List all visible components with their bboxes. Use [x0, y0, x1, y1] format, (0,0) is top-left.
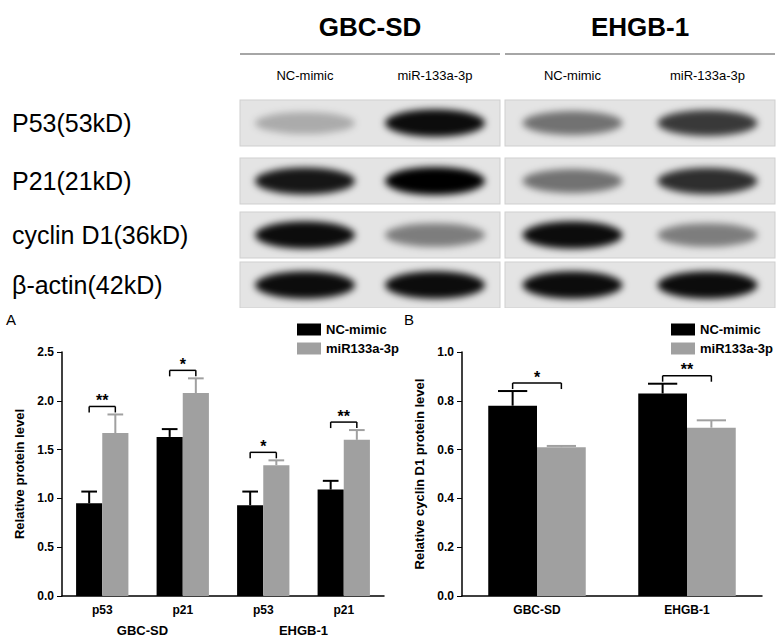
svg-text:1.0: 1.0 — [437, 345, 454, 359]
svg-text:NC-mimic: NC-mimic — [700, 322, 761, 337]
svg-text:A: A — [6, 311, 16, 328]
svg-text:0.8: 0.8 — [437, 394, 454, 408]
svg-text:0.4: 0.4 — [437, 491, 454, 505]
svg-text:1.0: 1.0 — [37, 491, 54, 505]
svg-text:**: ** — [338, 408, 351, 425]
svg-text:2.0: 2.0 — [37, 394, 54, 408]
svg-text:NC-mimic: NC-mimic — [276, 68, 334, 83]
svg-text:GBC-SD: GBC-SD — [319, 12, 422, 42]
svg-text:**: ** — [96, 392, 109, 409]
svg-text:NC-mimic: NC-mimic — [326, 322, 387, 337]
svg-text:0.0: 0.0 — [37, 589, 54, 603]
svg-text:*: * — [180, 356, 187, 373]
svg-text:Relative protein level: Relative protein level — [12, 409, 27, 539]
svg-text:0.2: 0.2 — [437, 540, 454, 554]
svg-text:2.5: 2.5 — [37, 345, 54, 359]
svg-text:p53: p53 — [253, 603, 274, 617]
svg-text:β-actin(42kD): β-actin(42kD) — [12, 271, 163, 299]
svg-text:GBC-SD: GBC-SD — [117, 623, 168, 638]
svg-text:EHGB-1: EHGB-1 — [664, 603, 710, 617]
svg-text:B: B — [404, 311, 414, 328]
svg-text:GBC-SD: GBC-SD — [513, 603, 561, 617]
svg-text:*: * — [534, 369, 541, 386]
svg-text:miR-133a-3p: miR-133a-3p — [670, 68, 745, 83]
svg-text:EHGB-1: EHGB-1 — [591, 12, 689, 42]
svg-text:p53: p53 — [92, 603, 113, 617]
svg-text:1.5: 1.5 — [37, 443, 54, 457]
svg-text:p21: p21 — [333, 603, 354, 617]
svg-text:cyclin D1(36kD): cyclin D1(36kD) — [12, 221, 188, 249]
svg-text:*: * — [260, 438, 267, 455]
svg-text:P53(53kD): P53(53kD) — [12, 109, 132, 137]
svg-text:0.0: 0.0 — [437, 589, 454, 603]
svg-text:**: ** — [681, 361, 694, 378]
svg-text:miR133a-3p: miR133a-3p — [700, 341, 773, 356]
svg-text:0.6: 0.6 — [437, 443, 454, 457]
svg-text:0.5: 0.5 — [37, 540, 54, 554]
svg-text:EHGB-1: EHGB-1 — [279, 623, 328, 638]
svg-text:p21: p21 — [172, 603, 193, 617]
svg-text:NC-mimic: NC-mimic — [544, 68, 602, 83]
svg-text:Relative cyclin D1 protein lev: Relative cyclin D1 protein level — [412, 379, 427, 570]
svg-text:miR133a-3p: miR133a-3p — [326, 341, 399, 356]
svg-text:P21(21kD): P21(21kD) — [12, 167, 132, 195]
svg-text:miR-133a-3p: miR-133a-3p — [397, 68, 472, 83]
